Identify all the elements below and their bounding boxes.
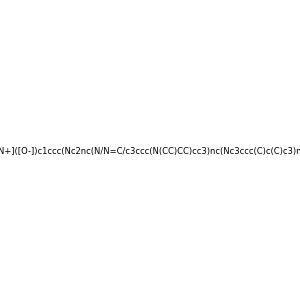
Text: O=[N+]([O-])c1ccc(Nc2nc(N/N=C/c3ccc(N(CC)CC)cc3)nc(Nc3ccc(C)c(C)c3)n2)cc1: O=[N+]([O-])c1ccc(Nc2nc(N/N=C/c3ccc(N(CC…: [0, 147, 300, 156]
